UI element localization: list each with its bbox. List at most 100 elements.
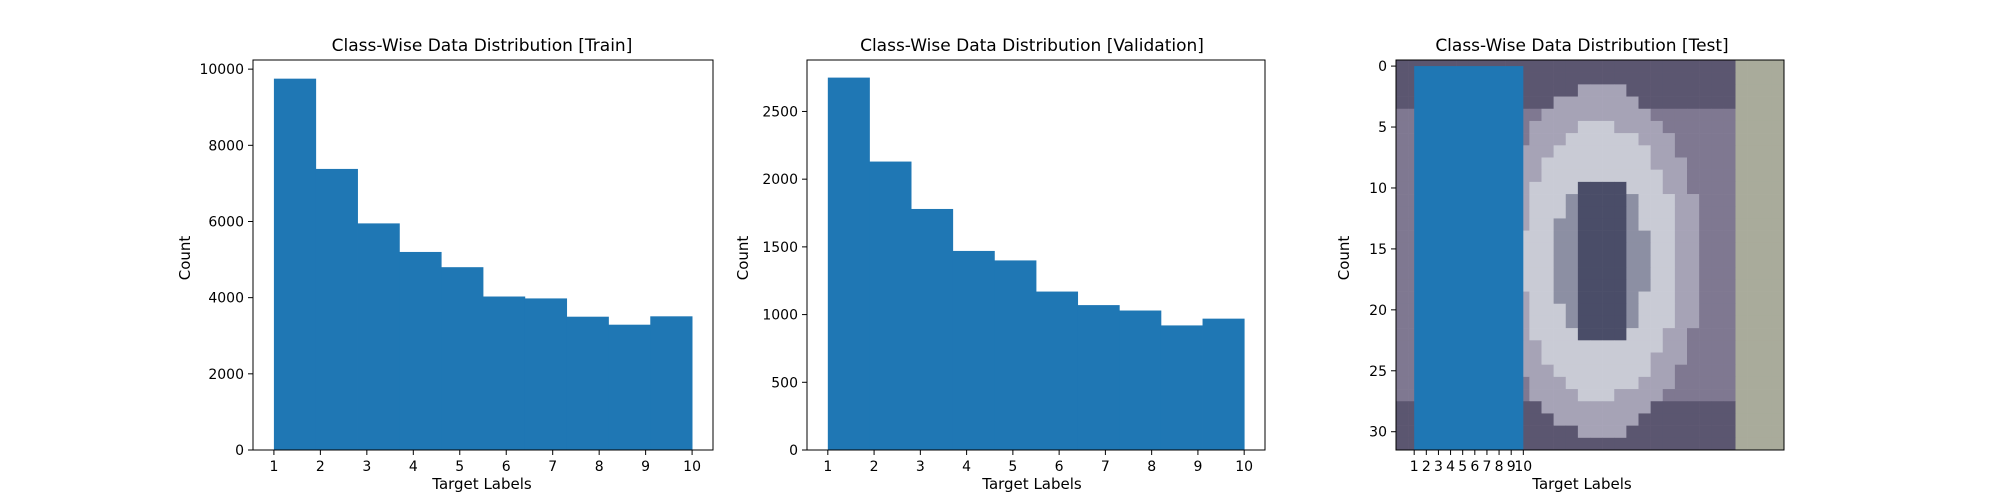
image-pixel xyxy=(1650,376,1664,390)
image-pixel xyxy=(1650,157,1664,170)
image-pixel xyxy=(1565,291,1579,305)
chart-title: Class-Wise Data Distribution [Test] xyxy=(1435,36,1728,56)
image-pixel xyxy=(1723,120,1736,134)
image-pixel xyxy=(1577,340,1591,353)
image-pixel xyxy=(1747,315,1761,329)
image-pixel xyxy=(1553,194,1567,207)
image-pixel xyxy=(1565,340,1579,353)
image-pixel xyxy=(1650,108,1664,122)
image-pixel xyxy=(1735,401,1748,414)
image-pixel xyxy=(1759,133,1773,146)
bar xyxy=(869,161,912,450)
bar xyxy=(608,324,651,450)
x-tick-label: 2 xyxy=(1422,459,1431,475)
image-pixel xyxy=(1553,303,1567,317)
image-pixel xyxy=(1577,364,1591,378)
image-pixel xyxy=(1735,120,1748,134)
x-tick-label: 7 xyxy=(1482,459,1491,475)
image-pixel xyxy=(1747,291,1761,305)
image-pixel xyxy=(1590,133,1603,146)
image-pixel xyxy=(1771,364,1785,378)
image-pixel xyxy=(1529,255,1542,268)
image-pixel xyxy=(1396,328,1409,341)
image-pixel xyxy=(1711,169,1724,183)
image-pixel xyxy=(1674,242,1688,256)
image-pixel xyxy=(1577,401,1591,414)
image-pixel xyxy=(1687,425,1700,439)
image-pixel xyxy=(1735,437,1748,451)
image-pixel xyxy=(1674,267,1688,280)
image-pixel xyxy=(1723,169,1736,183)
chart-title: Class-Wise Data Distribution [Validation… xyxy=(860,36,1204,56)
image-pixel xyxy=(1650,303,1664,317)
image-pixel xyxy=(1529,181,1542,195)
image-pixel xyxy=(1577,230,1591,244)
image-pixel xyxy=(1626,206,1639,219)
image-pixel xyxy=(1541,315,1554,329)
image-pixel xyxy=(1711,255,1724,268)
image-pixel xyxy=(1638,267,1651,280)
image-pixel xyxy=(1650,315,1664,329)
image-pixel xyxy=(1699,84,1712,97)
image-pixel xyxy=(1577,425,1591,439)
image-pixel xyxy=(1662,194,1676,207)
y-tick-label: 10 xyxy=(1369,181,1387,197)
image-pixel xyxy=(1396,72,1409,85)
image-pixel xyxy=(1711,352,1724,365)
image-pixel xyxy=(1577,157,1591,170)
image-pixel xyxy=(1662,413,1676,426)
image-pixel xyxy=(1553,328,1567,341)
image-pixel xyxy=(1662,291,1676,305)
image-pixel xyxy=(1674,291,1688,305)
image-pixel xyxy=(1711,194,1724,207)
image-pixel xyxy=(1626,108,1639,122)
image-pixel xyxy=(1590,376,1603,390)
image-pixel xyxy=(1541,108,1554,122)
image-pixel xyxy=(1529,60,1542,73)
image-pixel xyxy=(1711,181,1724,195)
image-pixel xyxy=(1699,303,1712,317)
image-pixel xyxy=(1565,413,1579,426)
image-pixel xyxy=(1614,206,1627,219)
image-pixel xyxy=(1614,218,1627,231)
image-pixel xyxy=(1396,218,1409,231)
tick-group: 1 2 3 4 5 6 7 8 9 10 0 2000 4000 6000 8000 10000 xyxy=(199,59,714,475)
image-pixel xyxy=(1699,425,1712,439)
image-pixel xyxy=(1638,194,1651,207)
image-pixel xyxy=(1553,352,1567,365)
y-tick-label: 0 xyxy=(1378,59,1387,75)
image-pixel xyxy=(1638,352,1651,365)
x-tick-label: 8 xyxy=(595,459,604,475)
image-pixel xyxy=(1662,401,1676,414)
image-pixel xyxy=(1759,108,1773,122)
image-pixel xyxy=(1396,376,1409,390)
x-tick-label: 2 xyxy=(316,459,325,475)
image-pixel xyxy=(1759,389,1773,402)
image-pixel xyxy=(1590,194,1603,207)
image-pixel xyxy=(1577,194,1591,207)
image-pixel xyxy=(1638,389,1651,402)
image-pixel xyxy=(1662,108,1676,122)
image-pixel xyxy=(1650,255,1664,268)
image-pixel xyxy=(1614,401,1627,414)
image-pixel xyxy=(1771,206,1785,219)
image-pixel xyxy=(1747,181,1761,195)
image-pixel xyxy=(1626,267,1639,280)
image-pixel xyxy=(1626,194,1639,207)
image-pixel xyxy=(1565,352,1579,365)
image-pixel xyxy=(1577,84,1591,97)
image-pixel xyxy=(1723,145,1736,158)
image-pixel xyxy=(1771,303,1785,317)
x-tick-label: 3 xyxy=(916,459,925,475)
image-pixel xyxy=(1577,60,1591,73)
image-pixel xyxy=(1638,364,1651,378)
image-pixel xyxy=(1602,364,1615,378)
image-pixel xyxy=(1565,255,1579,268)
image-pixel xyxy=(1723,437,1736,451)
x-tick-label: 6 xyxy=(502,459,511,475)
image-pixel xyxy=(1650,413,1664,426)
image-pixel xyxy=(1626,157,1639,170)
y-tick-label: 0 xyxy=(235,443,244,459)
image-pixel xyxy=(1759,315,1773,329)
